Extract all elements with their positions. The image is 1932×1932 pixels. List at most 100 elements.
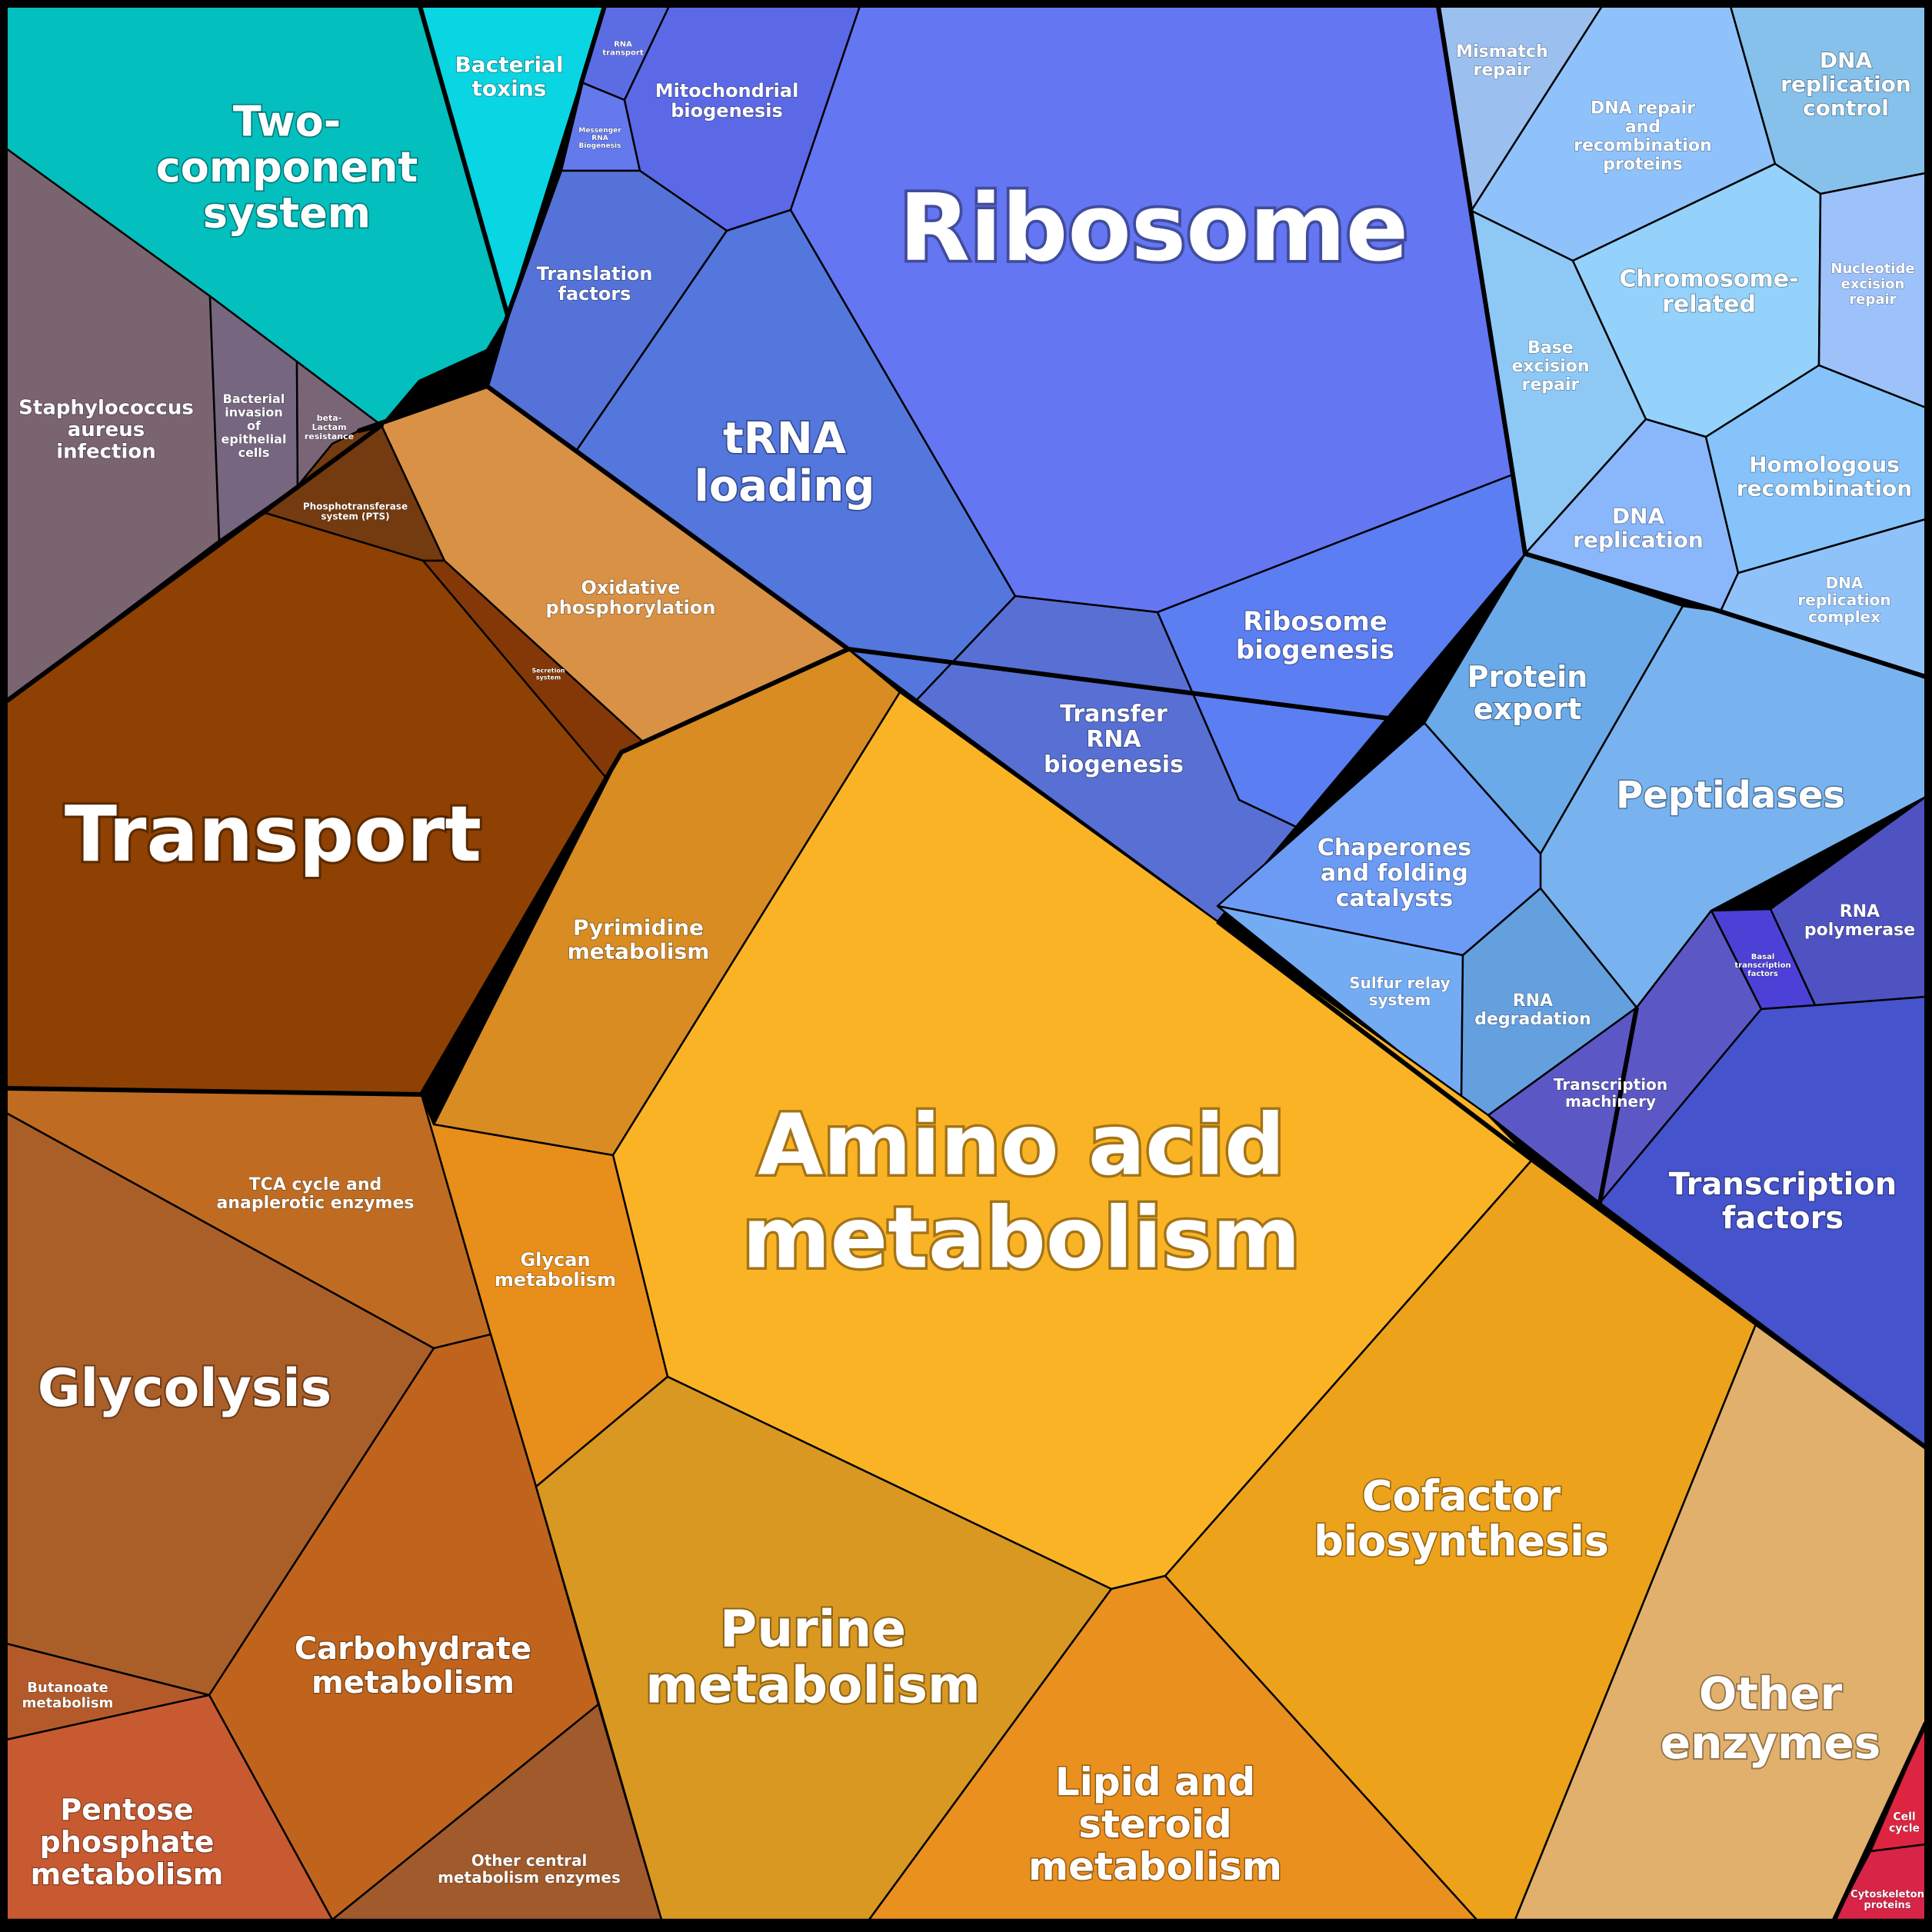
label-line: Glycan [520, 1249, 590, 1271]
label-secretion-system: Secretion system [531, 667, 565, 681]
cell-lipid-and-steroid-metabolism [868, 1574, 1478, 1921]
label-pyrimidine-metabolism: Pyrimidine metabolism [568, 915, 710, 964]
label-transfer-rna-biogenesis: Transfer RNA biogenesis [1044, 701, 1184, 778]
label-line: repair [1522, 375, 1580, 395]
label-line: complex [1808, 608, 1880, 626]
label-line: biogenesis [671, 100, 783, 122]
label-line: metabolism [742, 1189, 1301, 1287]
label-line: factors [1747, 970, 1778, 978]
label-line: metabolism [495, 1269, 616, 1291]
label-line: Mitochondrial [655, 80, 799, 102]
label-bacterial-toxins: Bacterial toxins [455, 52, 563, 102]
label-line: DNA [1612, 504, 1665, 529]
label-line: RNA [614, 41, 632, 49]
label-line: Basal [1751, 953, 1775, 961]
label-line: system [203, 188, 371, 237]
label-line: replication [1573, 527, 1704, 552]
label-line: metabolism [568, 938, 710, 964]
label-line: steroid [1078, 1802, 1232, 1847]
group-borders [5, 5, 1928, 1921]
label-tca-cycle-and-anaplerotic-enzymes: TCA cycle and anaplerotic enzymes [217, 1175, 415, 1213]
label-line: of [247, 418, 261, 433]
label-line: Transcription [1554, 1075, 1667, 1094]
label-line: tRNA [723, 414, 847, 464]
label-nucleotide-excision-repair: Nucleotide excision repair [1830, 261, 1914, 308]
label-line: Ribosome [899, 175, 1408, 282]
label-line: factors [1722, 1201, 1844, 1236]
label-line: Translation [537, 263, 653, 285]
label-line: metabolism [645, 1655, 981, 1714]
cell-other-central-metabolism-enzymes [331, 1703, 663, 1921]
label-line: factors [558, 283, 631, 305]
label-line: Ribosome [1243, 606, 1387, 637]
label-line: phosphate [40, 1825, 215, 1859]
label-glycan-metabolism: Glycan metabolism [495, 1249, 616, 1291]
label-butanoate-metabolism: Butanoate metabolism [22, 1680, 114, 1711]
label-line: metabolism [22, 1695, 114, 1711]
label-line: degradation [1474, 1010, 1591, 1029]
label-line: epithelial [222, 431, 287, 446]
label-line: cycle [1889, 1823, 1920, 1835]
label-line: resistance [305, 431, 354, 441]
label-line: Staphylococcus [18, 396, 194, 419]
label-line: excision [1511, 357, 1589, 376]
label-line: Lactam [311, 422, 346, 432]
group-border-line [1436, 5, 1927, 679]
label-sulfur-relay-system: Sulfur relay system [1349, 974, 1450, 1009]
label-dna-replication-complex: DNA replication complex [1797, 574, 1890, 626]
label-line: toxins [472, 75, 547, 101]
label-line: Two- [233, 97, 341, 145]
label-chaperones-and-folding-catalysts: Chaperones and folding catalysts [1317, 834, 1471, 912]
group-border-line [5, 647, 850, 1097]
label-pentose-phosphate-metabolism: Pentose phosphate metabolism [31, 1793, 224, 1891]
label-line: proteins [1603, 155, 1682, 174]
label-trna-loading: tRNA loading [695, 414, 875, 511]
label-line: Protein [1467, 660, 1588, 694]
label-line: metabolism [311, 1665, 515, 1700]
label-dna-repair-and-recombination-proteins: DNA repair and recombination proteins [1574, 99, 1711, 175]
label-line: Pyrimidine [573, 915, 704, 941]
label-mismatch-repair: Mismatch repair [1456, 42, 1548, 80]
group-border-line [5, 5, 510, 704]
label-carbohydrate-metabolism: Carbohydrate metabolism [295, 1631, 531, 1700]
label-amino-acid-metabolism: Amino acid metabolism [742, 1096, 1301, 1287]
label-line: RNA [1086, 726, 1141, 753]
label-line: biogenesis [1044, 751, 1184, 778]
label-line: Nucleotide [1830, 261, 1914, 277]
label-line: biosynthesis [1314, 1517, 1609, 1565]
label-line: Transport [65, 789, 481, 879]
label-mitochondrial-biogenesis: Mitochondrial biogenesis [655, 80, 799, 122]
label-line: Cytoskeleton [1850, 1888, 1924, 1900]
label-line: Chromosome- [1619, 265, 1798, 292]
label-line: export [1474, 691, 1582, 725]
label-peptidases: Peptidases [1616, 774, 1845, 817]
label-line: DNA [1826, 574, 1864, 592]
label-basal-transcription-factors: Basal transcription factors [1734, 953, 1790, 978]
label-line: and folding [1321, 860, 1468, 887]
label-line: Homologous [1749, 452, 1900, 478]
label-line: Butanoate [27, 1680, 108, 1696]
label-line: excision [1841, 276, 1905, 292]
label-line: Lipid and [1055, 1760, 1255, 1804]
label-line: Purine [720, 1600, 906, 1659]
label-phosphotransferase-system-pts: Phosphotransferase system (PTS) [303, 501, 408, 521]
label-line: phosphorylation [546, 597, 716, 618]
label-dna-replication-control: DNA replication control [1780, 48, 1911, 121]
label-line: Messenger [578, 127, 621, 135]
label-translation-factors: Translation factors [537, 263, 653, 305]
label-line: catalysts [1336, 885, 1454, 912]
label-line: machinery [1565, 1092, 1656, 1111]
label-line: Cofactor [1362, 1471, 1561, 1520]
label-line: system [536, 674, 561, 681]
label-purine-metabolism: Purine metabolism [645, 1600, 981, 1715]
label-line: Biogenesis [579, 142, 621, 149]
label-line: system [1369, 991, 1431, 1009]
label-line: RNA [1513, 991, 1553, 1011]
label-line: biogenesis [1236, 635, 1394, 665]
label-line: cells [238, 445, 270, 460]
label-rna-polymerase: RNA polymerase [1804, 902, 1915, 940]
label-ribosome-biogenesis: Ribosome biogenesis [1236, 606, 1394, 665]
label-line: loading [695, 461, 875, 511]
label-line: transcription [1734, 961, 1790, 970]
